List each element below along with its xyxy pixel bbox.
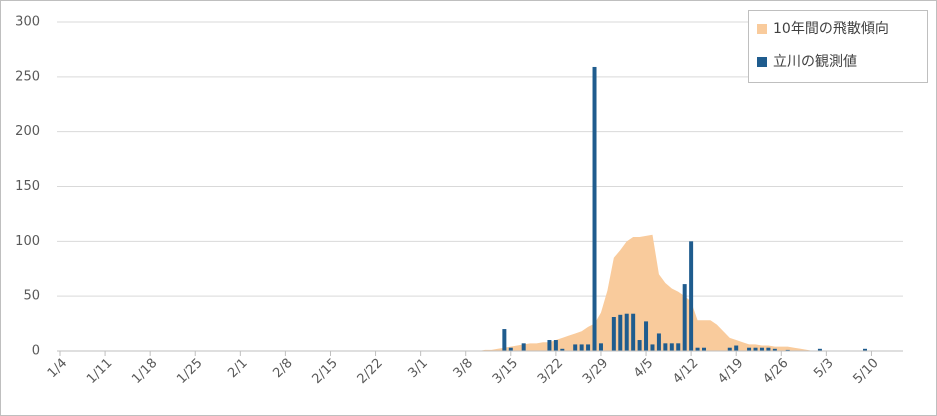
bar bbox=[676, 343, 681, 351]
bar bbox=[863, 348, 867, 351]
bar bbox=[579, 344, 584, 351]
y-tick-label: 100 bbox=[15, 234, 40, 249]
bar bbox=[669, 343, 674, 351]
bar bbox=[695, 347, 700, 351]
bar bbox=[553, 340, 558, 351]
bar bbox=[727, 347, 732, 351]
bar bbox=[747, 347, 752, 351]
legend-swatch bbox=[757, 57, 767, 67]
y-tick-label: 250 bbox=[15, 69, 40, 84]
bar bbox=[689, 241, 694, 351]
bar bbox=[547, 340, 552, 351]
bar bbox=[702, 347, 706, 351]
y-tick-label: 50 bbox=[23, 289, 40, 304]
bar bbox=[631, 313, 636, 351]
bar bbox=[682, 284, 687, 351]
bar bbox=[508, 347, 513, 351]
y-tick-label: 0 bbox=[32, 344, 40, 359]
y-tick-label: 200 bbox=[15, 124, 40, 139]
area bbox=[60, 234, 898, 351]
bar bbox=[624, 313, 629, 351]
bar bbox=[644, 321, 649, 351]
y-tick-label: 150 bbox=[15, 179, 40, 194]
bar bbox=[586, 344, 591, 351]
bar bbox=[817, 348, 822, 351]
bar bbox=[734, 345, 739, 351]
bar bbox=[663, 343, 668, 351]
bar bbox=[521, 343, 526, 351]
legend-box bbox=[748, 10, 928, 83]
bar bbox=[656, 333, 661, 351]
legend-label: 立川の観測値 bbox=[773, 53, 857, 70]
legend-label: 10年間の飛散傾向 bbox=[773, 21, 889, 37]
bar bbox=[772, 348, 777, 351]
bar bbox=[766, 347, 771, 351]
bar bbox=[592, 66, 597, 352]
bar bbox=[618, 314, 623, 351]
bar bbox=[560, 348, 565, 351]
bar bbox=[611, 317, 616, 351]
bar bbox=[650, 344, 655, 351]
bar bbox=[573, 344, 578, 351]
bar bbox=[753, 347, 758, 351]
bar bbox=[502, 329, 507, 351]
bar bbox=[598, 343, 603, 351]
legend-swatch bbox=[757, 24, 767, 34]
bar bbox=[637, 340, 642, 351]
bar bbox=[759, 347, 764, 351]
bar bbox=[785, 349, 790, 351]
y-tick-label: 300 bbox=[15, 15, 40, 30]
